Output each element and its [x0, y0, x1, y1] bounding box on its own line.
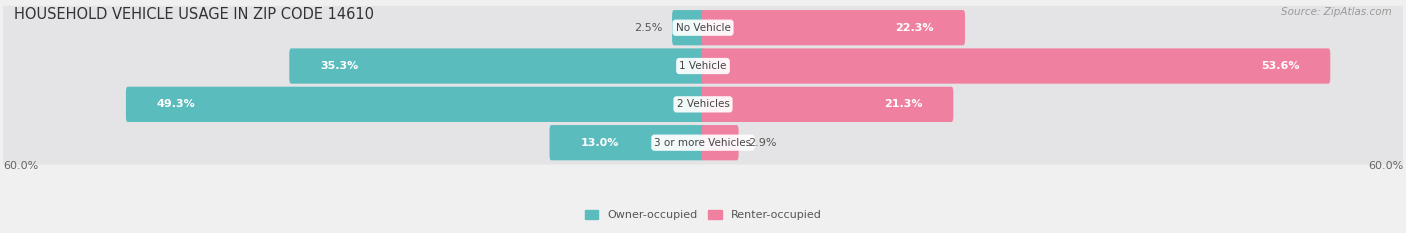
- FancyBboxPatch shape: [0, 82, 1406, 126]
- Text: 60.0%: 60.0%: [3, 161, 38, 171]
- Text: 3 or more Vehicles: 3 or more Vehicles: [654, 138, 752, 148]
- FancyBboxPatch shape: [127, 87, 704, 122]
- Legend: Owner-occupied, Renter-occupied: Owner-occupied, Renter-occupied: [581, 205, 825, 225]
- FancyBboxPatch shape: [0, 44, 1406, 88]
- Text: 2.9%: 2.9%: [748, 138, 778, 148]
- Text: 22.3%: 22.3%: [896, 23, 934, 33]
- FancyBboxPatch shape: [672, 10, 704, 45]
- Text: 53.6%: 53.6%: [1261, 61, 1299, 71]
- FancyBboxPatch shape: [702, 87, 953, 122]
- Text: 13.0%: 13.0%: [581, 138, 619, 148]
- Text: 2 Vehicles: 2 Vehicles: [676, 99, 730, 109]
- FancyBboxPatch shape: [550, 125, 704, 160]
- FancyBboxPatch shape: [702, 10, 965, 45]
- Text: 49.3%: 49.3%: [157, 99, 195, 109]
- Text: 60.0%: 60.0%: [1368, 161, 1403, 171]
- Text: 2.5%: 2.5%: [634, 23, 662, 33]
- Text: Source: ZipAtlas.com: Source: ZipAtlas.com: [1281, 7, 1392, 17]
- FancyBboxPatch shape: [0, 6, 1406, 50]
- FancyBboxPatch shape: [0, 121, 1406, 164]
- Text: 35.3%: 35.3%: [321, 61, 359, 71]
- FancyBboxPatch shape: [290, 48, 704, 84]
- Text: 21.3%: 21.3%: [884, 99, 922, 109]
- Text: 1 Vehicle: 1 Vehicle: [679, 61, 727, 71]
- Text: HOUSEHOLD VEHICLE USAGE IN ZIP CODE 14610: HOUSEHOLD VEHICLE USAGE IN ZIP CODE 1461…: [14, 7, 374, 22]
- FancyBboxPatch shape: [702, 48, 1330, 84]
- FancyBboxPatch shape: [702, 125, 738, 160]
- Text: No Vehicle: No Vehicle: [675, 23, 731, 33]
